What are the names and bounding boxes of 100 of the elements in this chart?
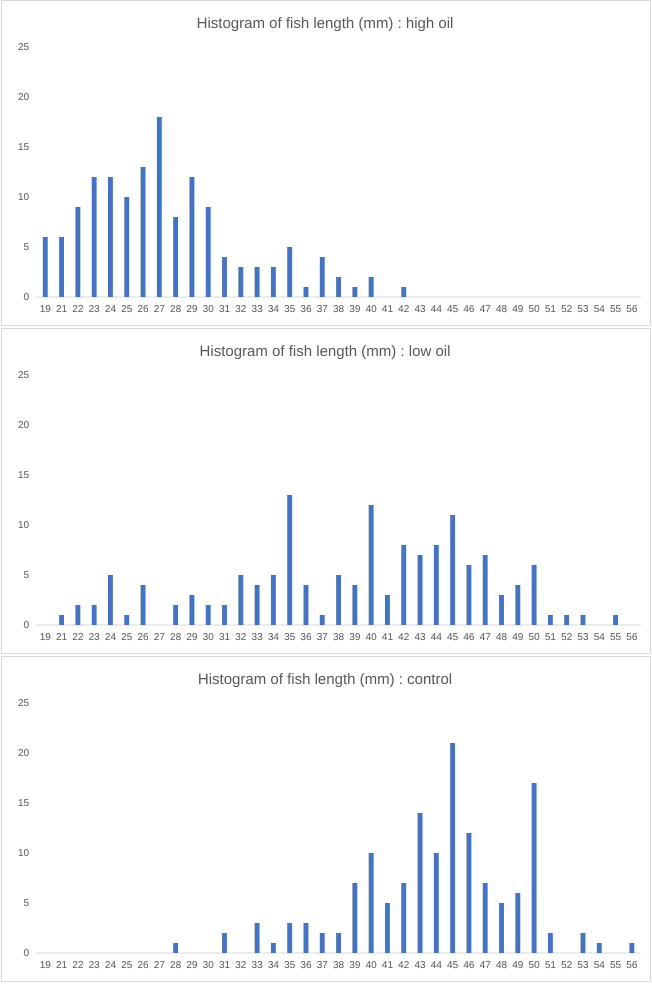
y-tick-label: 20	[18, 420, 30, 431]
x-tick-label: 24	[104, 960, 116, 971]
x-tick-label: 28	[170, 960, 182, 971]
x-tick-label: 23	[88, 632, 100, 643]
x-tick-label: 54	[594, 304, 606, 315]
x-tick-label: 40	[366, 304, 378, 315]
bar	[466, 833, 472, 953]
x-tick-label: 32	[235, 960, 247, 971]
x-tick-label: 43	[414, 304, 426, 315]
bar	[450, 515, 456, 625]
bar	[580, 615, 586, 625]
bar	[254, 923, 260, 953]
bar	[499, 903, 504, 953]
chart-title: Histogram of fish length (mm) : high oil	[196, 15, 454, 32]
y-tick-label: 10	[18, 192, 30, 203]
x-tick-label: 26	[137, 960, 150, 971]
bar	[124, 197, 130, 297]
x-tick-label: 50	[528, 632, 540, 643]
bar	[482, 555, 488, 625]
y-tick-label: 25	[18, 42, 30, 53]
x-tick-label: 34	[268, 304, 280, 315]
bar	[466, 565, 472, 625]
bar	[320, 615, 325, 625]
x-tick-label: 27	[154, 632, 166, 643]
bar	[368, 277, 374, 297]
x-tick-label: 46	[463, 632, 475, 643]
bar	[75, 605, 80, 625]
x-tick-label: 45	[447, 632, 459, 643]
x-tick-label: 26	[137, 632, 150, 643]
bar	[108, 575, 113, 625]
y-tick-label: 25	[18, 698, 30, 709]
y-tick-label: 0	[24, 948, 30, 959]
x-tick-label: 29	[186, 632, 198, 643]
bar	[336, 575, 342, 625]
x-tick-label: 56	[626, 304, 638, 315]
x-tick-label: 30	[202, 632, 214, 643]
x-tick-label: 36	[300, 960, 312, 971]
x-tick-label: 38	[333, 632, 345, 643]
x-tick-label: 36	[300, 632, 312, 643]
bar	[352, 287, 358, 297]
bar	[434, 545, 439, 625]
x-tick-label: 31	[218, 960, 231, 971]
x-tick-label: 41	[382, 632, 394, 643]
x-tick-label: 48	[496, 960, 508, 971]
bar	[206, 207, 211, 297]
chart-title: Histogram of fish length (mm) : low oil	[200, 343, 450, 360]
bar	[515, 893, 520, 953]
bar	[238, 575, 244, 625]
x-tick-label: 43	[414, 632, 426, 643]
x-tick-label: 22	[72, 960, 84, 971]
x-tick-label: 24	[104, 304, 116, 315]
bar	[564, 615, 570, 625]
y-tick-label: 10	[18, 848, 30, 859]
y-tick-label: 0	[24, 620, 30, 631]
x-tick-label: 32	[235, 304, 247, 315]
bar	[140, 585, 146, 625]
x-tick-label: 51	[544, 960, 556, 971]
bar	[320, 933, 325, 953]
x-tick-label: 35	[284, 632, 296, 643]
x-tick-label: 40	[366, 632, 378, 643]
x-tick-label: 21	[56, 960, 68, 971]
bar	[59, 237, 64, 297]
x-tick-label: 39	[349, 960, 361, 971]
x-tick-label: 43	[414, 960, 426, 971]
x-tick-label: 40	[366, 960, 378, 971]
bar	[548, 933, 553, 953]
x-tick-label: 42	[398, 632, 410, 643]
x-tick-label: 33	[252, 960, 264, 971]
x-tick-label: 54	[594, 960, 606, 971]
bar	[401, 287, 406, 297]
x-tick-label: 53	[577, 960, 589, 971]
y-tick-label: 15	[18, 470, 30, 481]
bar	[173, 217, 178, 297]
bar	[418, 555, 422, 625]
bar	[304, 923, 308, 953]
bar	[206, 605, 211, 625]
bar	[418, 813, 422, 953]
x-tick-label: 47	[480, 632, 492, 643]
bar	[352, 585, 358, 625]
bar	[173, 605, 178, 625]
x-tick-label: 19	[40, 304, 52, 315]
x-tick-label: 52	[561, 960, 573, 971]
x-tick-label: 45	[447, 304, 459, 315]
bar	[238, 267, 244, 297]
bar	[189, 177, 194, 297]
x-tick-label: 41	[382, 304, 394, 315]
x-tick-label: 38	[333, 960, 345, 971]
x-tick-label: 26	[137, 304, 150, 315]
x-tick-label: 56	[626, 632, 638, 643]
x-tick-label: 50	[528, 960, 540, 971]
y-tick-label: 5	[24, 242, 30, 253]
x-tick-label: 52	[561, 632, 573, 643]
bar	[385, 903, 390, 953]
bar	[450, 743, 456, 953]
bar	[352, 883, 358, 953]
bar	[173, 943, 178, 953]
x-tick-label: 48	[496, 632, 508, 643]
y-tick-label: 20	[18, 748, 30, 759]
bar	[320, 257, 325, 297]
bar	[548, 615, 553, 625]
